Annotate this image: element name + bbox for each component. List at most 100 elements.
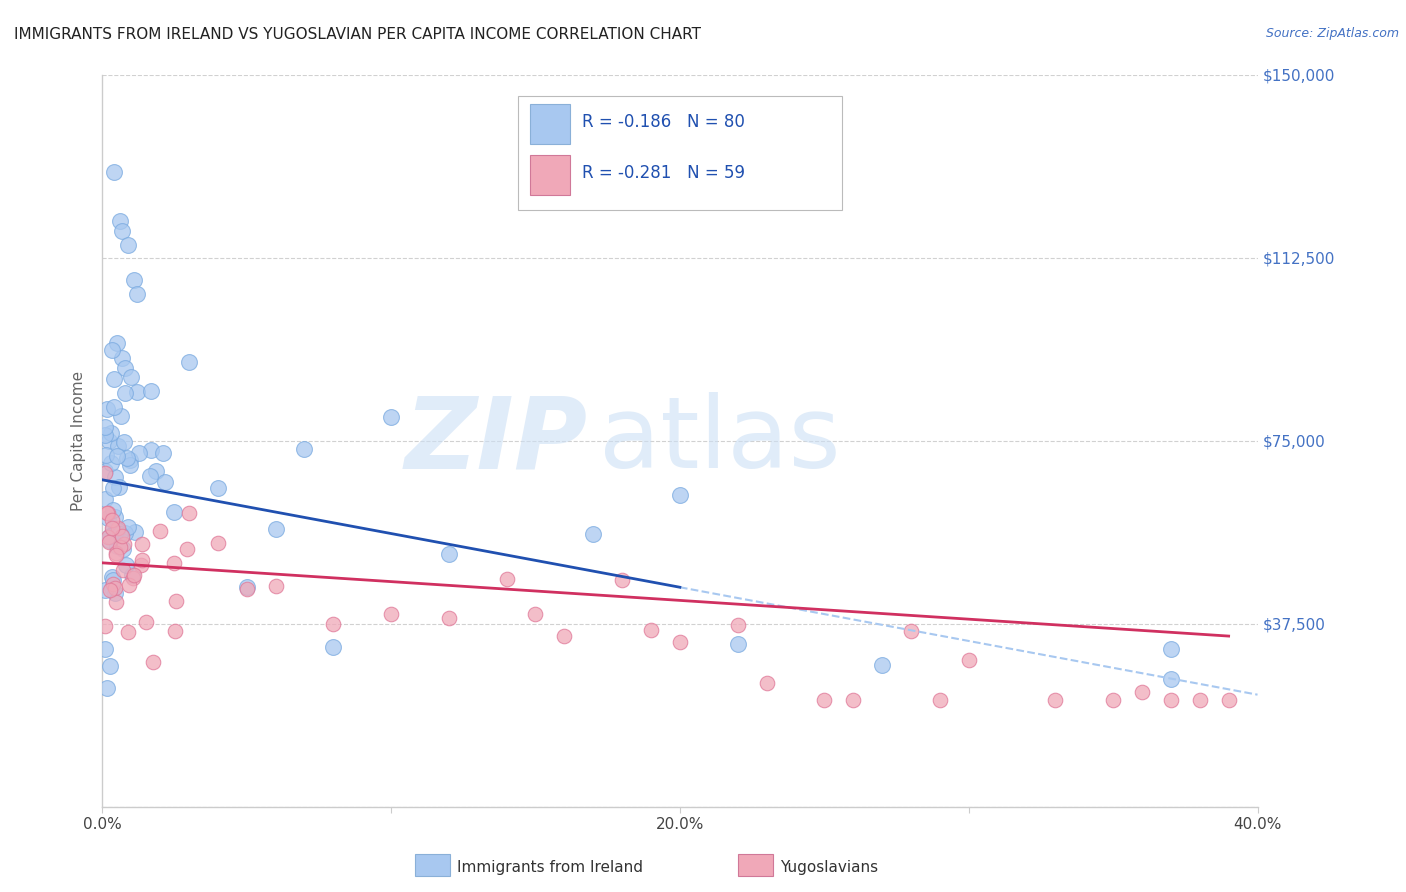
Point	[104, 469, 127, 483]
Point	[125, 384, 148, 399]
Point	[139, 468, 162, 483]
Point	[107, 439, 129, 453]
Point	[100, 456, 122, 470]
Point	[110, 409, 132, 423]
Text: Source: ZipAtlas.com: Source: ZipAtlas.com	[1265, 27, 1399, 40]
Point	[97, 535, 120, 549]
Point	[118, 578, 141, 592]
Point	[1045, 692, 1067, 706]
Point	[1102, 692, 1125, 706]
Point	[94, 464, 117, 478]
Point	[957, 653, 980, 667]
Point	[610, 574, 633, 588]
Point	[149, 524, 172, 538]
Point	[928, 692, 950, 706]
Point	[94, 491, 117, 506]
Text: ZIP: ZIP	[405, 392, 588, 489]
Point	[96, 448, 118, 462]
Point	[495, 572, 517, 586]
Point	[1160, 641, 1182, 656]
Point	[105, 524, 128, 538]
Point	[94, 419, 117, 434]
Point	[107, 521, 129, 535]
Point	[103, 400, 125, 414]
Point	[110, 526, 132, 541]
Point	[553, 629, 575, 643]
Point	[96, 401, 118, 416]
Point	[669, 635, 692, 649]
Point	[264, 579, 287, 593]
Point	[900, 624, 922, 639]
Text: Yugoslavians: Yugoslavians	[780, 860, 879, 874]
Point	[165, 594, 187, 608]
Point	[97, 533, 120, 547]
Point	[104, 509, 127, 524]
Point	[524, 607, 547, 621]
Point	[1160, 692, 1182, 706]
Point	[108, 541, 131, 555]
Point	[437, 547, 460, 561]
Point	[94, 466, 117, 480]
Point	[153, 475, 176, 489]
Point	[131, 552, 153, 566]
Point	[120, 453, 142, 467]
Point	[120, 370, 142, 384]
Point	[755, 676, 778, 690]
FancyBboxPatch shape	[530, 103, 569, 145]
Point	[108, 214, 131, 228]
Text: R = -0.281   N = 59: R = -0.281 N = 59	[582, 164, 745, 182]
Point	[727, 617, 749, 632]
Point	[98, 659, 121, 673]
Point	[582, 527, 605, 541]
Point	[115, 558, 138, 572]
Point	[114, 525, 136, 540]
Point	[100, 570, 122, 584]
Point	[121, 571, 143, 585]
Point	[112, 563, 135, 577]
Text: R = -0.186   N = 80: R = -0.186 N = 80	[582, 113, 745, 131]
Point	[176, 542, 198, 557]
Point	[322, 617, 344, 632]
Point	[322, 640, 344, 655]
Point	[111, 529, 134, 543]
Point	[97, 507, 120, 521]
Point	[870, 658, 893, 673]
Point	[98, 434, 121, 448]
Point	[380, 409, 402, 424]
Point	[135, 615, 157, 630]
Point	[177, 506, 200, 520]
Point	[114, 386, 136, 401]
Point	[380, 607, 402, 621]
Point	[103, 165, 125, 179]
Point	[101, 573, 124, 587]
Y-axis label: Per Capita Income: Per Capita Income	[72, 371, 86, 511]
Point	[207, 536, 229, 550]
Point	[104, 522, 127, 536]
Point	[104, 581, 127, 595]
Point	[94, 641, 117, 656]
Point	[640, 623, 662, 637]
FancyBboxPatch shape	[530, 155, 569, 195]
Point	[114, 360, 136, 375]
Point	[128, 446, 150, 460]
Point	[105, 548, 128, 562]
Point	[1160, 672, 1182, 686]
Point	[727, 637, 749, 651]
Text: atlas: atlas	[599, 392, 841, 489]
Point	[112, 537, 135, 551]
Point	[96, 506, 118, 520]
Point	[103, 576, 125, 591]
Point	[111, 224, 134, 238]
Point	[104, 546, 127, 560]
Point	[1218, 692, 1240, 706]
Point	[437, 611, 460, 625]
FancyBboxPatch shape	[519, 96, 842, 210]
Point	[129, 558, 152, 572]
Point	[101, 521, 124, 535]
Point	[235, 580, 257, 594]
Point	[98, 583, 121, 598]
Point	[103, 372, 125, 386]
Point	[122, 272, 145, 286]
Point	[152, 446, 174, 460]
Point	[292, 442, 315, 457]
